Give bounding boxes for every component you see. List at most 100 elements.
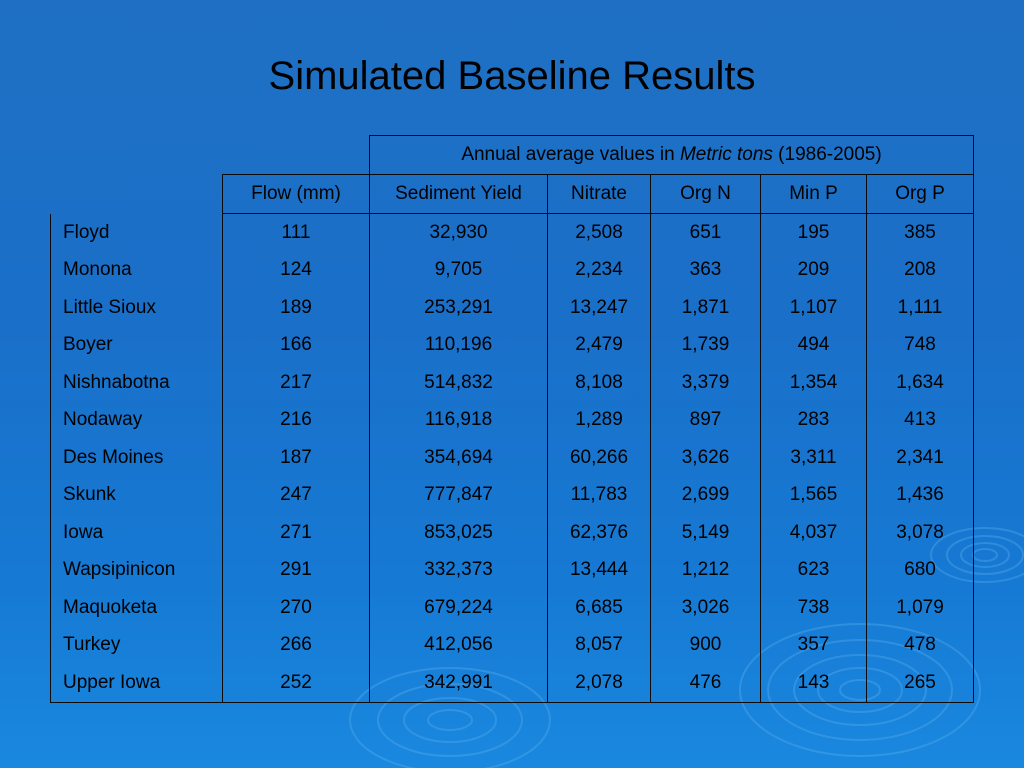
value-cell: 253,291 (369, 289, 548, 327)
value-cell: 332,373 (369, 551, 548, 589)
group-header-unit: Metric tons (679, 144, 773, 165)
value-cell: 124 (222, 251, 370, 289)
value-cell: 738 (760, 589, 867, 627)
column-header-org-p: Org P (866, 174, 974, 214)
value-cell: 748 (866, 326, 974, 364)
river-name-cell: Boyer (50, 326, 223, 364)
river-name-cell: Turkey (50, 626, 223, 664)
river-name-cell: Wapsipinicon (50, 551, 223, 589)
table-row: Nodaway 216 116,918 1,289 897 283 413 (50, 401, 974, 439)
column-header-sediment-yield: Sediment Yield (369, 174, 548, 214)
value-cell: 166 (222, 326, 370, 364)
value-cell: 216 (222, 401, 370, 439)
value-cell: 679,224 (369, 589, 548, 627)
group-header-prefix: Annual average values in (461, 144, 680, 165)
value-cell: 3,311 (760, 439, 867, 477)
value-cell: 2,078 (547, 664, 651, 703)
value-cell: 265 (866, 664, 974, 703)
river-name-cell: Upper Iowa (50, 664, 223, 703)
value-cell: 1,354 (760, 364, 867, 402)
value-cell: 363 (650, 251, 761, 289)
value-cell: 514,832 (369, 364, 548, 402)
value-cell: 1,079 (866, 589, 974, 627)
value-cell: 1,565 (760, 476, 867, 514)
table-row: Turkey 266 412,056 8,057 900 357 478 (50, 626, 974, 664)
river-name-cell: Maquoketa (50, 589, 223, 627)
value-cell: 189 (222, 289, 370, 327)
table-row: Maquoketa 270 679,224 6,685 3,026 738 1,079 (50, 589, 974, 627)
value-cell: 623 (760, 551, 867, 589)
value-cell: 283 (760, 401, 867, 439)
river-name-cell: Little Sioux (50, 289, 223, 327)
value-cell: 252 (222, 664, 370, 703)
value-cell: 1,739 (650, 326, 761, 364)
value-cell: 217 (222, 364, 370, 402)
value-cell: 60,266 (547, 439, 651, 477)
value-cell: 195 (760, 213, 867, 252)
value-cell: 476 (650, 664, 761, 703)
value-cell: 2,699 (650, 476, 761, 514)
value-cell: 494 (760, 326, 867, 364)
value-cell: 1,436 (866, 476, 974, 514)
empty-header-cell (50, 174, 223, 214)
value-cell: 2,234 (547, 251, 651, 289)
value-cell: 1,289 (547, 401, 651, 439)
table-row: Monona 124 9,705 2,234 363 209 208 (50, 251, 974, 289)
column-header-flow: Flow (mm) (222, 174, 370, 214)
value-cell: 5,149 (650, 514, 761, 552)
value-cell: 143 (760, 664, 867, 703)
value-cell: 187 (222, 439, 370, 477)
river-name-cell: Skunk (50, 476, 223, 514)
table-row: Upper Iowa 252 342,991 2,078 476 143 265 (50, 664, 974, 703)
value-cell: 2,341 (866, 439, 974, 477)
value-cell: 266 (222, 626, 370, 664)
river-name-cell: Nishnabotna (50, 364, 223, 402)
value-cell: 11,783 (547, 476, 651, 514)
value-cell: 111 (222, 213, 370, 252)
value-cell: 291 (222, 551, 370, 589)
baseline-results-table: Annual average values in Metric tons (19… (50, 135, 974, 703)
value-cell: 897 (650, 401, 761, 439)
value-cell: 4,037 (760, 514, 867, 552)
value-cell: 9,705 (369, 251, 548, 289)
table-row: Boyer 166 110,196 2,479 1,739 494 748 (50, 326, 974, 364)
value-cell: 116,918 (369, 401, 548, 439)
value-cell: 357 (760, 626, 867, 664)
value-cell: 853,025 (369, 514, 548, 552)
table-row: Floyd 111 32,930 2,508 651 195 385 (50, 213, 974, 252)
value-cell: 412,056 (369, 626, 548, 664)
river-name-cell: Nodaway (50, 401, 223, 439)
value-cell: 247 (222, 476, 370, 514)
table-row: Des Moines 187 354,694 60,266 3,626 3,311 2,34… (50, 439, 974, 477)
value-cell: 3,379 (650, 364, 761, 402)
river-name-cell: Floyd (50, 213, 223, 252)
value-cell: 6,685 (547, 589, 651, 627)
value-cell: 413 (866, 401, 974, 439)
value-cell: 8,108 (547, 364, 651, 402)
value-cell: 1,107 (760, 289, 867, 327)
value-cell: 900 (650, 626, 761, 664)
group-header-suffix: (1986-2005) (772, 144, 882, 165)
river-name-cell: Monona (50, 251, 223, 289)
value-cell: 342,991 (369, 664, 548, 703)
empty-header-cell (51, 136, 223, 175)
slide-title: Simulated Baseline Results (268, 54, 756, 98)
table-row: Skunk 247 777,847 11,783 2,699 1,565 1,436 (50, 476, 974, 514)
column-header-row: Flow (mm) Sediment Yield Nitrate Org N M… (50, 174, 974, 214)
table-row: Nishnabotna 217 514,832 8,108 3,379 1,354 1,63… (50, 364, 974, 402)
value-cell: 13,444 (547, 551, 651, 589)
column-header-nitrate: Nitrate (547, 174, 651, 214)
value-cell: 208 (866, 251, 974, 289)
group-header-row: Annual average values in Metric tons (19… (51, 135, 974, 175)
value-cell: 680 (866, 551, 974, 589)
value-cell: 209 (760, 251, 867, 289)
value-cell: 354,694 (369, 439, 548, 477)
value-cell: 110,196 (369, 326, 548, 364)
river-name-cell: Iowa (50, 514, 223, 552)
value-cell: 2,479 (547, 326, 651, 364)
value-cell: 777,847 (369, 476, 548, 514)
value-cell: 3,026 (650, 589, 761, 627)
value-cell: 1,111 (866, 289, 974, 327)
value-cell: 270 (222, 589, 370, 627)
value-cell: 1,212 (650, 551, 761, 589)
